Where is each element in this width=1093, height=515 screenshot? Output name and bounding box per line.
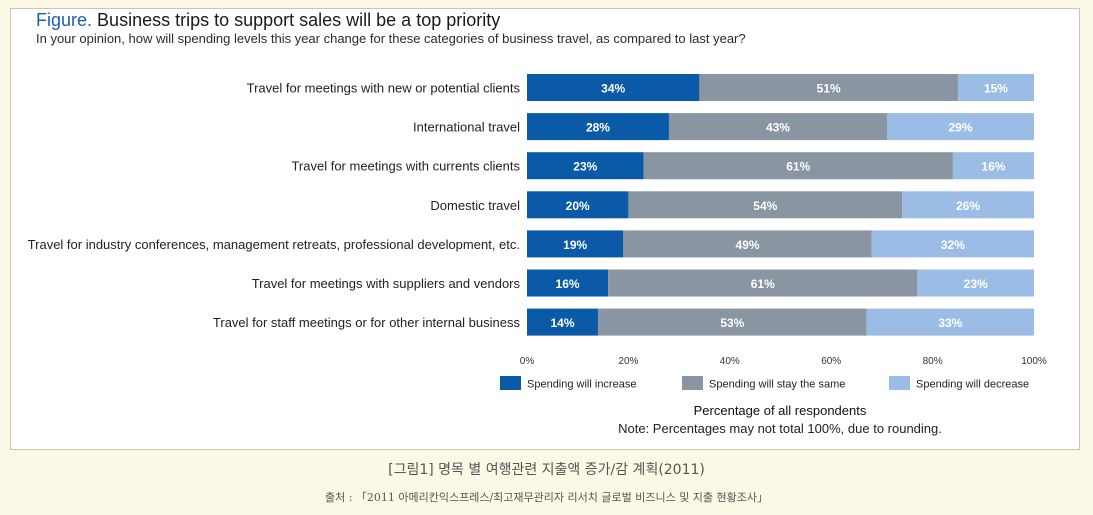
bar-segment-spending-will-increase <box>527 230 624 258</box>
chart-title: Figure. Business trips to support sales … <box>36 10 500 31</box>
category-label: Travel for meetings with currents client… <box>291 159 520 174</box>
data-label: 20% <box>566 199 590 213</box>
bar-segment-spending-will-stay-the-same <box>597 308 867 336</box>
data-label: 14% <box>550 316 574 330</box>
legend-label: Spending will decrease <box>916 379 1029 391</box>
legend-swatch <box>500 376 521 390</box>
data-label: 61% <box>786 160 810 174</box>
x-tick-label: 20% <box>618 356 638 367</box>
bar-segment-spending-will-stay-the-same <box>699 74 958 101</box>
bar-segment-spending-will-stay-the-same <box>628 191 903 219</box>
legend-swatch <box>682 376 703 390</box>
category-label: Travel for staff meetings or for other i… <box>213 315 521 330</box>
source-caption: 출처 : 「2011 아메리칸익스프레스/최고재무관리자 리서치 글로벌 비즈니… <box>324 491 769 504</box>
bar-segment-spending-will-decrease <box>871 230 1034 258</box>
bar-segment-spending-will-increase <box>527 113 669 141</box>
korean-figure-caption: [그림1] 명목 별 여행관련 지출액 증가/감 계획(2011) <box>388 462 705 478</box>
bar-segment-spending-will-decrease <box>866 308 1034 336</box>
data-label: 26% <box>956 199 980 213</box>
bar-segment-spending-will-increase <box>527 308 598 336</box>
legend-swatch <box>889 376 910 390</box>
bar-segment-spending-will-decrease <box>902 191 1034 219</box>
chart-note: Note: Percentages may not total 100%, du… <box>618 421 942 436</box>
data-label: 43% <box>766 121 790 135</box>
data-label: 16% <box>981 160 1005 174</box>
bar-segment-spending-will-increase <box>527 152 644 180</box>
bar-segment-spending-will-stay-the-same <box>643 152 953 180</box>
data-label: 54% <box>753 199 777 213</box>
category-label: Domestic travel <box>430 198 520 213</box>
figure-prefix: Figure. <box>36 10 93 30</box>
legend-label: Spending will increase <box>527 379 636 391</box>
bar-segment-spending-will-decrease <box>952 152 1034 180</box>
data-label: 19% <box>563 238 587 252</box>
data-label: 51% <box>817 82 841 96</box>
chart-subtitle: In your opinion, how will spending level… <box>36 31 746 46</box>
data-label: 23% <box>964 277 988 291</box>
data-label: 28% <box>586 121 610 135</box>
bar-segment-spending-will-increase <box>527 191 629 219</box>
x-tick-label: 60% <box>821 356 841 367</box>
bar-segment-spending-will-decrease <box>886 113 1034 141</box>
data-label: 49% <box>736 238 760 252</box>
data-label: 16% <box>556 277 580 291</box>
legend-label: Spending will stay the same <box>709 379 845 391</box>
bar-segment-spending-will-increase <box>527 269 609 297</box>
chart-title-text: Business trips to support sales will be … <box>97 10 501 30</box>
bar-segment-spending-will-increase <box>527 74 700 101</box>
category-label: Travel for industry conferences, managem… <box>28 237 520 252</box>
data-label: 33% <box>938 316 962 330</box>
x-tick-label: 100% <box>1021 356 1047 367</box>
bar-segment-spending-will-decrease <box>957 74 1034 101</box>
bar-segment-spending-will-stay-the-same <box>623 230 872 258</box>
data-label: 29% <box>948 121 972 135</box>
data-label: 32% <box>941 238 965 252</box>
bar-segment-spending-will-stay-the-same <box>608 269 918 297</box>
category-label: International travel <box>413 120 520 135</box>
data-label: 53% <box>720 316 744 330</box>
x-tick-label: 0% <box>520 356 535 367</box>
x-tick-label: 40% <box>720 356 740 367</box>
category-label: Travel for meetings with new or potentia… <box>247 81 521 96</box>
x-tick-label: 80% <box>923 356 943 367</box>
data-label: 61% <box>751 277 775 291</box>
data-label: 15% <box>984 82 1008 96</box>
x-axis-title: Percentage of all respondents <box>694 403 867 418</box>
data-label: 23% <box>573 160 597 174</box>
category-label: Travel for meetings with suppliers and v… <box>252 276 521 291</box>
bar-segment-spending-will-decrease <box>917 269 1034 297</box>
data-label: 34% <box>601 82 625 96</box>
bar-segment-spending-will-stay-the-same <box>668 113 887 141</box>
